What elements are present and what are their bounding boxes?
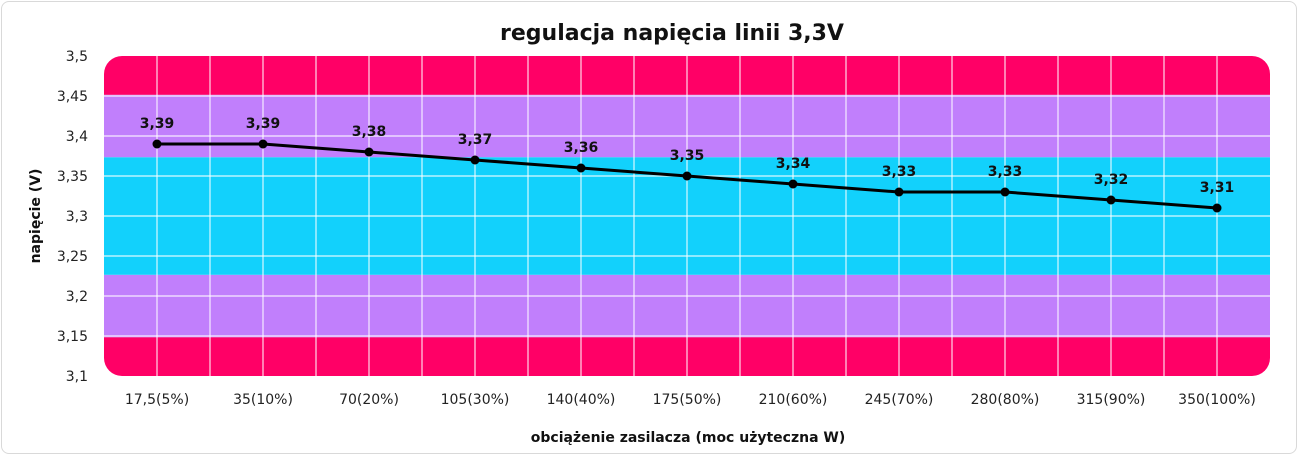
x-tick-label: 140(40%) — [547, 392, 616, 408]
y-tick-label: 3,3 — [66, 209, 88, 225]
x-tick-label: 17,5(5%) — [125, 392, 189, 408]
data-label: 3,33 — [988, 164, 1023, 180]
data-point — [788, 179, 798, 189]
x-tick-label: 70(20%) — [339, 392, 399, 408]
y-tick-label: 3,4 — [66, 129, 88, 145]
y-axis-label: napięcie (V) — [28, 169, 44, 264]
data-point — [152, 139, 162, 149]
data-label: 3,33 — [882, 164, 917, 180]
data-points — [152, 139, 1222, 213]
data-label: 3,32 — [1094, 172, 1129, 188]
y-tick-label: 3,5 — [66, 49, 88, 65]
data-label: 3,39 — [246, 116, 281, 132]
data-label: 3,39 — [140, 116, 175, 132]
grid-lines — [104, 56, 1270, 376]
data-point — [894, 187, 904, 197]
data-point — [470, 155, 480, 165]
y-tick-label: 3,15 — [57, 329, 88, 345]
chart-title: regulacja napięcia linii 3,3V — [500, 21, 844, 46]
data-point — [1106, 195, 1116, 205]
data-point — [364, 147, 374, 157]
data-label: 3,35 — [670, 148, 705, 164]
data-point — [1000, 187, 1010, 197]
x-tick-label: 350(100%) — [1178, 392, 1256, 408]
x-tick-label: 35(10%) — [233, 392, 293, 408]
x-tick-label: 280(80%) — [971, 392, 1040, 408]
x-tick-label: 315(90%) — [1077, 392, 1146, 408]
x-axis-ticks: 17,5(5%) 35(10%) 70(20%) 105(30%) 140(40%) 17… — [125, 392, 1256, 408]
data-point — [1212, 203, 1222, 213]
y-tick-label: 3,35 — [57, 169, 88, 185]
data-labels: 3,39 3,39 3,38 3,37 3,36 3,35 3,34 3,33 3,33 3,32… — [140, 116, 1235, 196]
x-tick-label: 245(70%) — [865, 392, 934, 408]
data-point — [258, 139, 268, 149]
data-label: 3,37 — [458, 132, 493, 148]
y-tick-label: 3,1 — [66, 369, 88, 385]
data-label: 3,31 — [1200, 180, 1235, 196]
y-tick-label: 3,45 — [57, 89, 88, 105]
x-tick-label: 210(60%) — [759, 392, 828, 408]
data-label: 3,36 — [564, 140, 599, 156]
x-axis-label: obciążenie zasilacza (moc użyteczna W) — [531, 430, 846, 446]
data-point — [576, 163, 586, 173]
y-axis-ticks: 3,1 3,15 3,2 3,25 3,3 3,35 3,4 3,45 3,5 — [57, 49, 88, 385]
y-tick-label: 3,25 — [57, 249, 88, 265]
data-point — [682, 171, 692, 181]
data-label: 3,38 — [352, 124, 387, 140]
y-tick-label: 3,2 — [66, 289, 88, 305]
data-label: 3,34 — [776, 156, 811, 172]
x-tick-label: 175(50%) — [653, 392, 722, 408]
x-tick-label: 105(30%) — [441, 392, 510, 408]
